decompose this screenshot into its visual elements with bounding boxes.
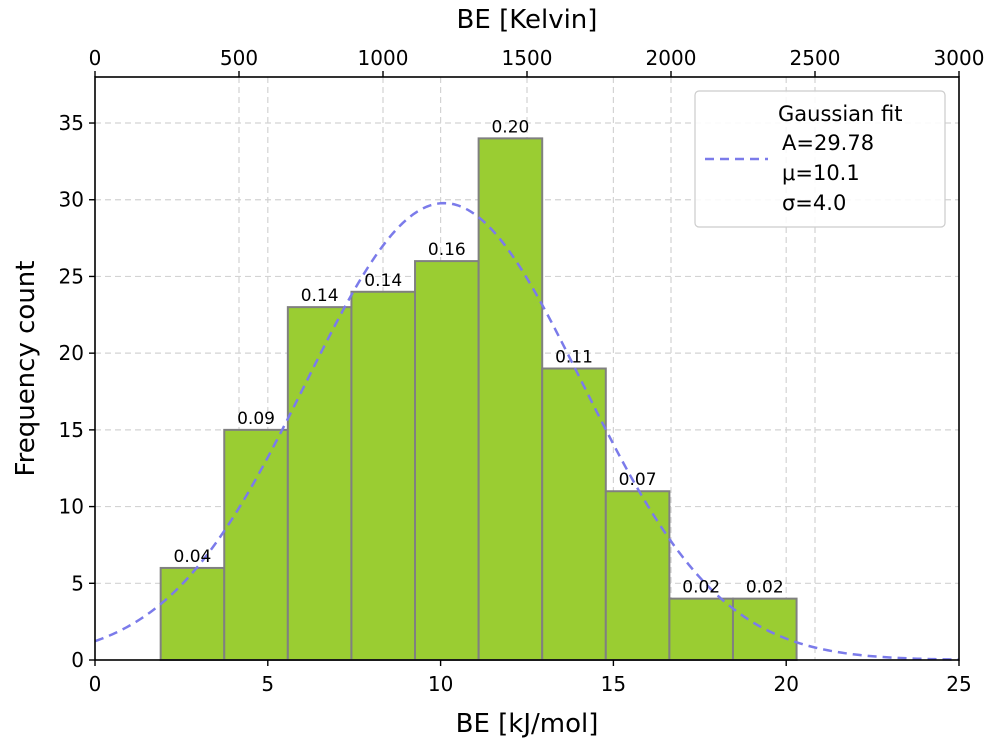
x-tick-label: 0 (89, 672, 102, 696)
x-tick-label: 25 (946, 672, 971, 696)
y-tick-label: 20 (59, 341, 84, 365)
histogram-bar (477, 137, 544, 662)
bar-value-label: 0.20 (491, 117, 529, 137)
y-tick-label: 10 (59, 495, 84, 519)
legend: Gaussian fit A=29.78 μ=10.1 σ=4.0 (694, 90, 946, 228)
x-axis-title: BE [kJ/mol] (456, 709, 599, 739)
bar-value-label: 0.09 (237, 409, 275, 429)
bar-value-label: 0.11 (555, 348, 593, 368)
ticks: 0 5 10 15 20 25 0 500 1000 1500 2000 2500 3000 0 5 10 15… (59, 46, 985, 696)
top-x-tick-label: 500 (220, 46, 258, 70)
histogram-bar (350, 290, 417, 661)
top-x-tick-label: 1500 (502, 46, 553, 70)
histogram-bar (286, 306, 353, 661)
histogram-bar (668, 597, 734, 662)
top-x-tick-label: 0 (89, 46, 102, 70)
y-tick-label: 25 (59, 264, 84, 288)
x-tick-label: 5 (261, 672, 274, 696)
top-x-tick-label: 2000 (646, 46, 697, 70)
bar-labels: 0.04 0.09 0.14 0.14 0.16 0.20 0.11 0.07 0.02 0.02 (174, 117, 784, 597)
bar-value-label: 0.14 (301, 286, 339, 306)
histogram-bar (541, 367, 607, 661)
x-tick-label: 10 (428, 672, 453, 696)
y-tick-label: 5 (71, 571, 84, 595)
y-tick-label: 15 (59, 418, 84, 442)
bar-value-label: 0.14 (364, 271, 402, 291)
bar-value-label: 0.16 (428, 240, 466, 260)
x-tick-label: 15 (601, 672, 626, 696)
y-tick-label: 0 (71, 648, 84, 672)
top-x-tick-label: 2500 (790, 46, 841, 70)
legend-mean: μ=10.1 (782, 161, 860, 185)
bar-value-label: 0.02 (682, 578, 720, 598)
histogram-bar (731, 597, 798, 662)
bar-value-label: 0.07 (619, 470, 657, 490)
top-x-tick-label: 1000 (358, 46, 409, 70)
y-tick-label: 30 (59, 188, 84, 212)
legend-amplitude: A=29.78 (782, 131, 874, 155)
legend-sigma: σ=4.0 (782, 191, 846, 215)
top-x-axis-title: BE [Kelvin] (457, 5, 598, 35)
gaussian-fit (94, 201, 960, 661)
histogram-bar (604, 490, 671, 661)
legend-box (694, 90, 946, 228)
legend-title: Gaussian fit (778, 102, 902, 126)
histogram-bar (159, 566, 226, 662)
bar-value-label: 0.04 (174, 547, 212, 567)
y-tick-label: 35 (59, 111, 84, 135)
x-tick-label: 20 (773, 672, 798, 696)
top-x-tick-label: 3000 (934, 46, 985, 70)
histogram-bar (414, 260, 480, 661)
gaussian-fit-curve (94, 201, 960, 661)
bar-value-label: 0.02 (746, 578, 784, 598)
y-axis-title: Frequency count (11, 261, 41, 477)
bars (159, 137, 798, 662)
histogram-bar (223, 428, 289, 661)
